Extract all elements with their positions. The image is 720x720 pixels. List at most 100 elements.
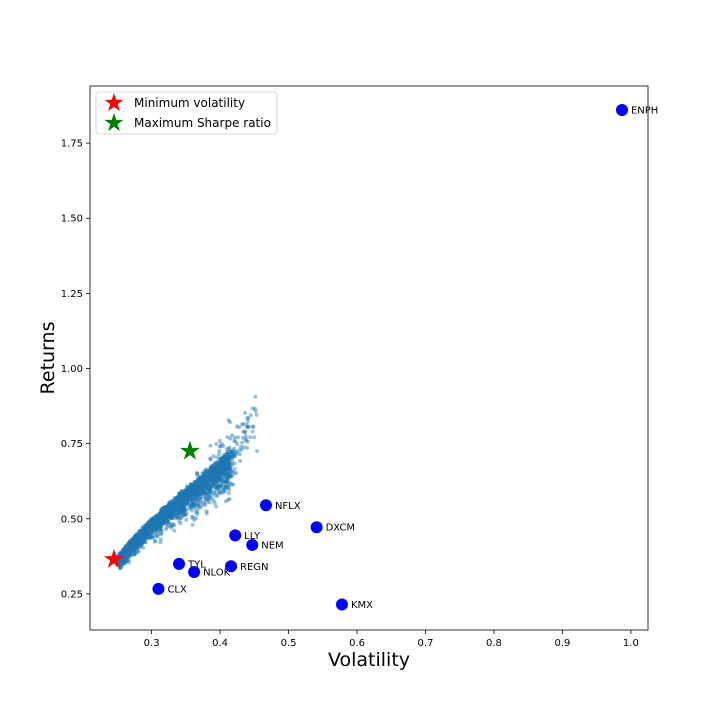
portfolio-point (208, 467, 213, 472)
portfolio-point (156, 515, 161, 520)
portfolio-point (139, 541, 144, 546)
portfolio-point (124, 551, 129, 556)
portfolio-point (140, 530, 145, 535)
portfolio-point (165, 509, 170, 514)
portfolio-point (147, 525, 152, 530)
portfolio-point (204, 475, 209, 480)
portfolio-point (153, 526, 158, 531)
portfolio-point (150, 535, 155, 540)
portfolio-point (158, 520, 163, 525)
portfolio-point (132, 544, 137, 549)
portfolio-point (137, 535, 142, 540)
portfolio-point (122, 551, 127, 556)
portfolio-point (157, 519, 162, 524)
portfolio-point (121, 551, 126, 556)
portfolio-point (222, 471, 227, 476)
portfolio-point (220, 469, 225, 474)
portfolio-point (203, 498, 208, 503)
portfolio-point (194, 480, 199, 485)
portfolio-point (158, 540, 163, 545)
portfolio-point (124, 544, 129, 549)
portfolio-point (168, 502, 173, 507)
portfolio-point (207, 474, 212, 479)
portfolio-point (181, 498, 186, 503)
portfolio-point (220, 462, 225, 467)
portfolio-point (152, 518, 157, 523)
portfolio-point (137, 534, 142, 539)
portfolio-point (173, 504, 178, 509)
portfolio-point (177, 503, 182, 508)
portfolio-point (200, 481, 205, 486)
portfolio-point (202, 479, 207, 484)
portfolio-point (243, 410, 248, 415)
portfolio-point (138, 531, 143, 536)
portfolio-point (139, 529, 144, 534)
portfolio-point (180, 507, 185, 512)
portfolio-point (169, 523, 174, 528)
portfolio-point (139, 535, 144, 540)
portfolio-point (157, 517, 162, 522)
portfolio-point (138, 529, 143, 534)
portfolio-point (132, 540, 137, 545)
portfolio-point (153, 527, 158, 532)
portfolio-point (190, 515, 195, 520)
portfolio-point (155, 523, 160, 528)
portfolio-point (168, 511, 173, 516)
portfolio-point (128, 543, 133, 548)
portfolio-point (218, 456, 223, 461)
portfolio-point (190, 489, 195, 494)
portfolio-point (124, 553, 129, 558)
portfolio-point (132, 538, 137, 543)
portfolio-point (158, 514, 163, 519)
portfolio-point (224, 461, 229, 466)
portfolio-point (196, 485, 201, 490)
portfolio-point (220, 461, 225, 466)
portfolio-point (161, 515, 166, 520)
portfolio-point (220, 480, 225, 485)
portfolio-point (135, 536, 140, 541)
x-tick-label: 0.6 (349, 638, 365, 649)
portfolio-point (182, 496, 187, 501)
portfolio-point (131, 537, 136, 542)
portfolio-point (222, 464, 227, 469)
portfolio-point (224, 455, 229, 460)
portfolio-point (229, 474, 234, 479)
portfolio-point (164, 505, 169, 509)
portfolio-point (196, 484, 201, 489)
portfolio-point (131, 539, 136, 544)
portfolio-point (210, 475, 215, 480)
portfolio-point (128, 543, 133, 548)
portfolio-point (201, 489, 206, 494)
portfolio-point (161, 511, 166, 516)
portfolio-point (195, 482, 200, 487)
portfolio-point (153, 522, 158, 527)
portfolio-point (193, 480, 198, 485)
portfolio-point (152, 519, 157, 524)
portfolio-point (136, 549, 141, 554)
portfolio-point (121, 550, 126, 555)
portfolio-point (216, 475, 221, 480)
portfolio-point (146, 528, 151, 533)
portfolio-point (139, 534, 144, 539)
portfolio-point (169, 506, 174, 511)
portfolio-point (151, 524, 156, 529)
portfolio-point (122, 547, 127, 552)
portfolio-point (190, 484, 195, 489)
portfolio-point (220, 470, 225, 475)
portfolio-point (221, 472, 226, 477)
portfolio-point (182, 494, 187, 499)
portfolio-point (126, 550, 131, 555)
portfolio-point (180, 506, 185, 511)
portfolio-point (188, 483, 193, 488)
portfolio-point (146, 530, 151, 535)
portfolio-point (211, 472, 216, 477)
portfolio-point (161, 509, 166, 514)
portfolio-point (182, 496, 187, 501)
portfolio-point (124, 543, 129, 548)
portfolio-point (166, 512, 171, 517)
portfolio-point (225, 464, 230, 469)
portfolio-point (181, 493, 186, 498)
portfolio-point (155, 519, 160, 524)
portfolio-point (118, 561, 123, 566)
portfolio-point (125, 544, 130, 549)
